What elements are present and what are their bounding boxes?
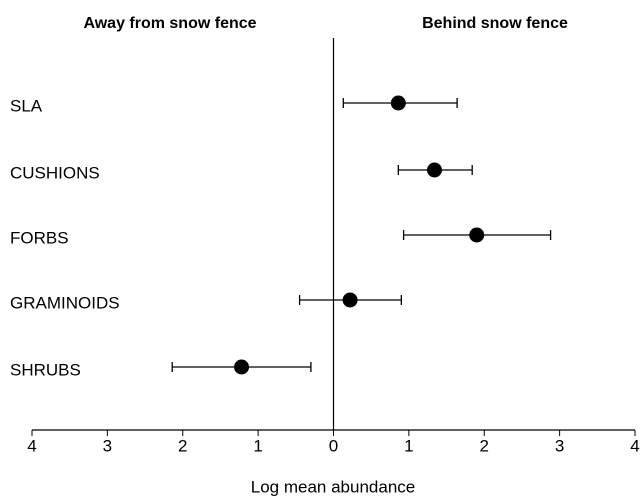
x-axis-label: Log mean abundance <box>251 477 415 496</box>
point <box>342 292 358 308</box>
x-tick-label: 4 <box>630 436 639 455</box>
right-heading: Behind snow fence <box>422 15 568 32</box>
point <box>427 162 443 178</box>
x-tick-label: 2 <box>480 436 489 455</box>
category-label: GRAMINOIDS <box>10 293 120 312</box>
x-tick-label: 1 <box>253 436 262 455</box>
x-tick-label: 1 <box>404 436 413 455</box>
x-tick-label: 2 <box>178 436 187 455</box>
x-tick-label: 4 <box>27 436 36 455</box>
x-tick-label: 3 <box>103 436 112 455</box>
x-tick-label: 0 <box>329 436 338 455</box>
category-label: SHRUBS <box>10 360 81 379</box>
x-tick-label: 3 <box>555 436 564 455</box>
point <box>234 359 250 375</box>
category-label: FORBS <box>10 228 69 247</box>
left-heading: Away from snow fence <box>83 15 256 32</box>
point <box>469 227 485 243</box>
category-label: CUSHIONS <box>10 163 100 182</box>
category-label: SLA <box>10 96 43 115</box>
point <box>390 95 406 111</box>
